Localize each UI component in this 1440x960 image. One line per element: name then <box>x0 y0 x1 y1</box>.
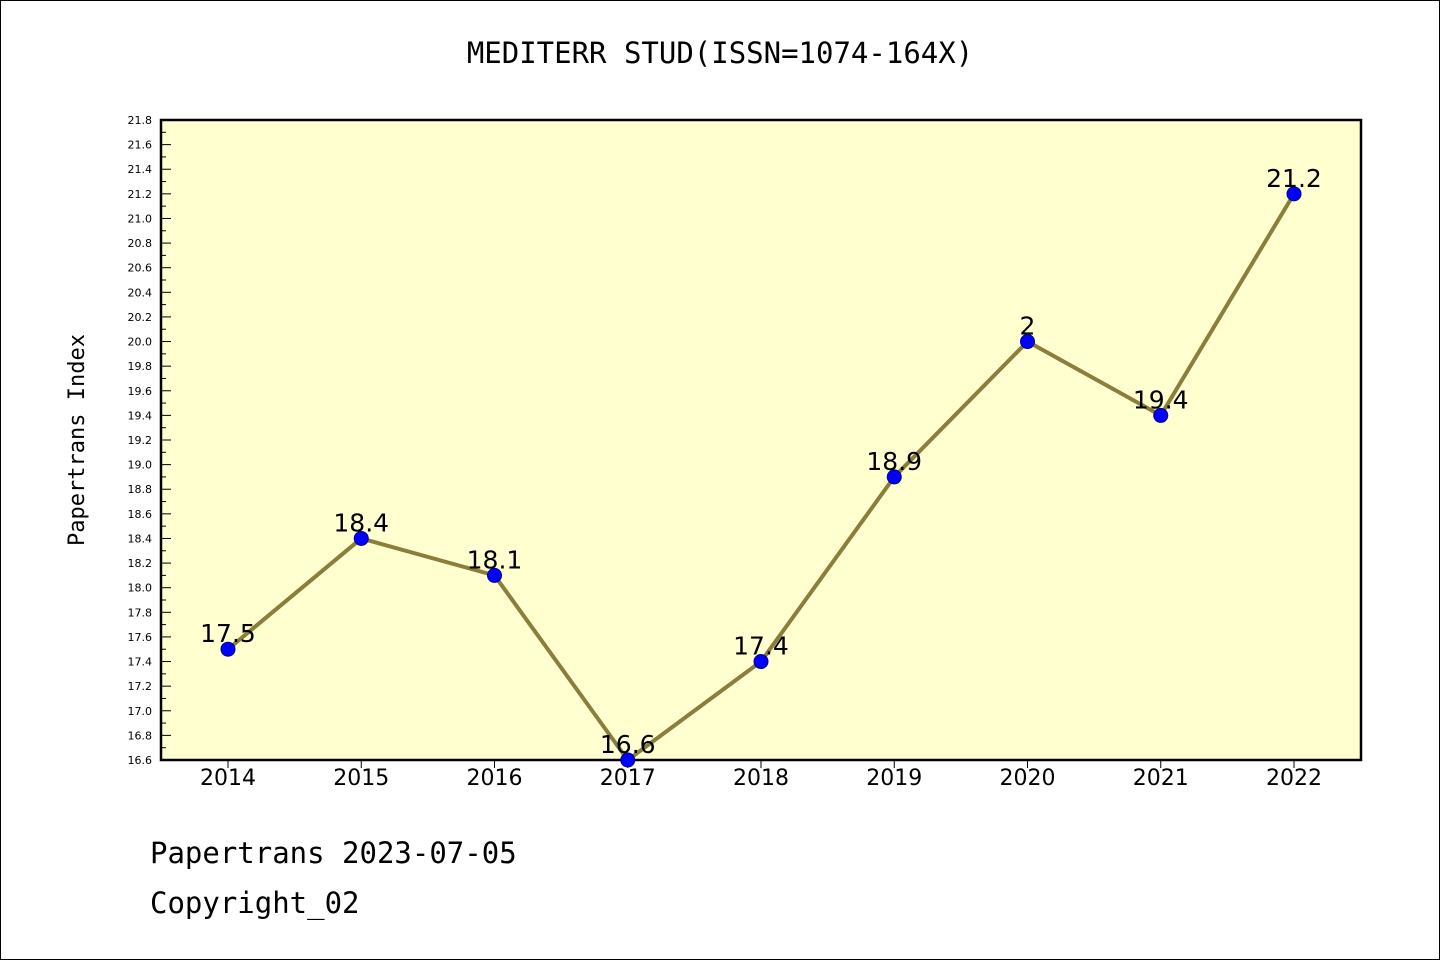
data-label: 17.4 <box>733 632 789 661</box>
footer-date: Papertrans 2023-07-05 <box>150 836 517 870</box>
data-point <box>353 530 369 546</box>
y-tick-label: 19.6 <box>128 385 153 398</box>
y-tick-label: 19.2 <box>128 434 153 447</box>
y-tick-label: 21.0 <box>128 212 153 225</box>
data-point <box>1020 334 1035 350</box>
y-tick-label: 18.4 <box>128 532 153 545</box>
x-tick-label: 2019 <box>866 766 922 791</box>
data-label: 18.9 <box>866 447 922 476</box>
y-axis: 16.6 16.8 17.0 17.2 17.4 17.6 17.8 18.0 18.2 18.4… <box>128 114 171 767</box>
y-tick-label: 21.6 <box>128 139 153 152</box>
y-tick-label: 20.8 <box>128 237 153 250</box>
y-tick-label: 19.4 <box>128 409 153 422</box>
y-tick-label: 20.6 <box>128 262 153 275</box>
data-label: 18.1 <box>467 545 523 574</box>
data-point <box>886 469 902 485</box>
series-markers <box>220 186 1302 768</box>
y-tick-label: 20.2 <box>128 311 153 324</box>
x-tick-label: 2021 <box>1133 766 1189 791</box>
y-tick-label: 18.2 <box>128 557 153 570</box>
y-tick-label: 16.6 <box>128 754 153 767</box>
x-tick-label: 2014 <box>200 766 256 791</box>
x-tick-label: 2015 <box>333 766 389 791</box>
data-point <box>620 752 636 768</box>
y-tick-label: 16.8 <box>128 729 153 742</box>
y-tick-label: 17.8 <box>128 606 153 619</box>
y-tick-label: 17.2 <box>128 680 153 693</box>
chart-title: MEDITERR STUD(ISSN=1074-164X) <box>466 36 974 70</box>
y-tick-label: 17.0 <box>128 705 153 718</box>
y-tick-label: 19.8 <box>128 360 153 373</box>
y-tick-label: 18.6 <box>128 508 153 521</box>
data-labels: 17.5 18.4 18.1 16.6 17.4 18.9 2 19.4 21.2 <box>200 164 1322 759</box>
y-tick-label: 19.0 <box>128 459 153 472</box>
y-tick-label: 20.4 <box>128 286 153 299</box>
x-tick-label: 2016 <box>467 766 523 791</box>
y-axis-label: Papertrans Index <box>65 334 90 546</box>
data-point <box>1286 186 1302 202</box>
x-axis: 2014 2015 2016 2017 2018 2019 2020 2021 2022 <box>200 760 1322 791</box>
data-point <box>753 654 769 670</box>
y-tick-label: 21.4 <box>128 163 153 176</box>
data-point <box>487 567 502 583</box>
data-point <box>1153 407 1169 423</box>
y-tick-label: 17.6 <box>128 631 153 644</box>
y-tick-label: 20.0 <box>128 336 153 349</box>
data-point <box>220 641 236 657</box>
plot-area <box>159 118 1363 762</box>
data-label: 21.2 <box>1266 164 1322 193</box>
x-tick-label: 2020 <box>1000 766 1056 791</box>
y-tick-label: 18.8 <box>128 483 153 496</box>
y-tick-label: 21.2 <box>128 188 153 201</box>
data-label: 17.5 <box>200 619 256 648</box>
y-tick-label: 18.0 <box>128 582 153 595</box>
y-tick-label: 17.4 <box>128 656 153 669</box>
data-label: 19.4 <box>1133 385 1189 414</box>
x-tick-label: 2017 <box>600 766 656 791</box>
footer-copyright: Copyright_02 <box>150 886 360 920</box>
y-tick-label: 21.8 <box>128 114 153 127</box>
data-label: 16.6 <box>600 730 656 759</box>
x-tick-label: 2018 <box>733 766 789 791</box>
data-label: 2 <box>1020 312 1036 341</box>
x-tick-label: 2022 <box>1266 766 1322 791</box>
data-label: 18.4 <box>333 508 389 537</box>
